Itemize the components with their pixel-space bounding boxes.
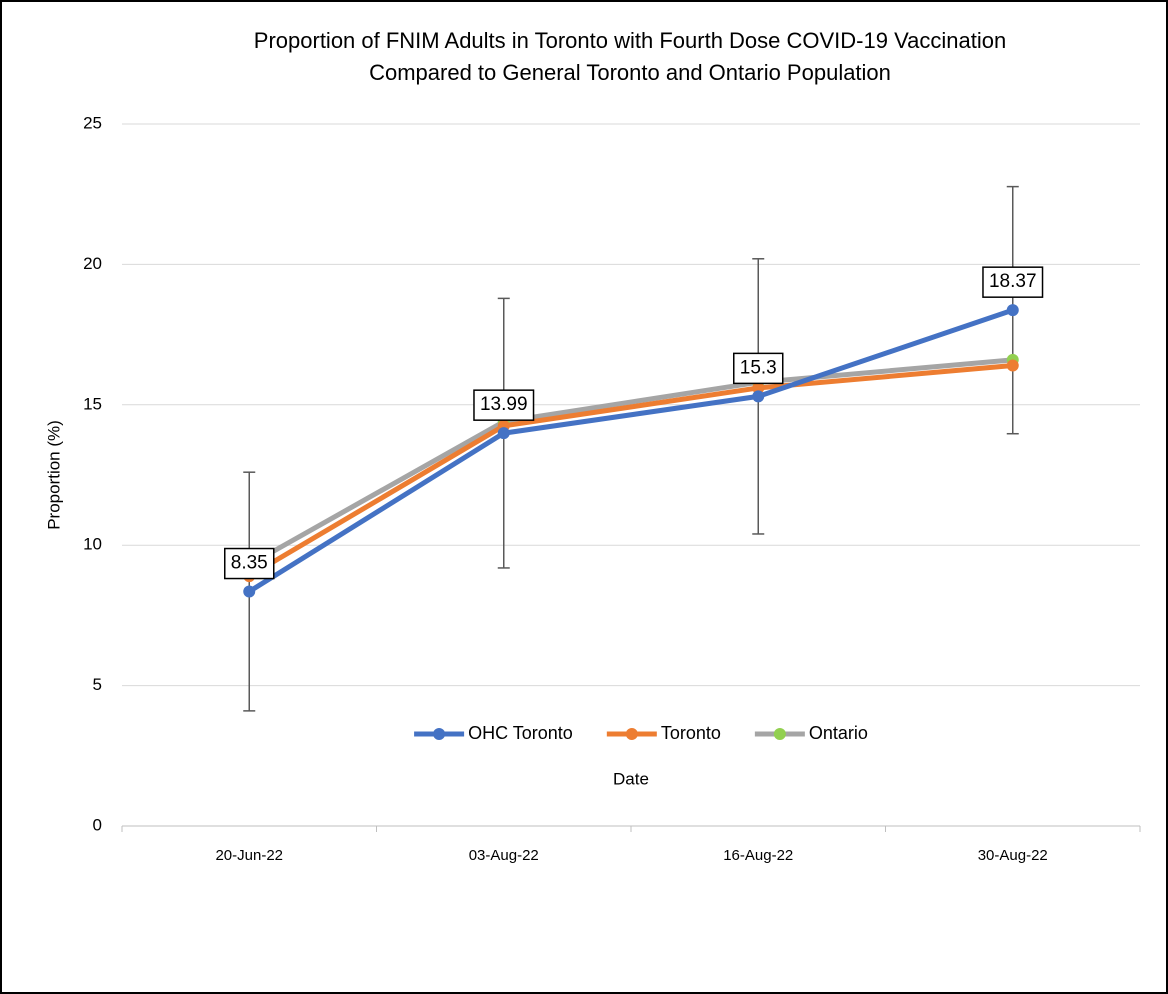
- data-label: 15.3: [740, 357, 777, 378]
- y-axis-label: Proportion (%): [44, 420, 63, 530]
- legend-marker: [625, 728, 638, 740]
- data-label-box: [982, 266, 1044, 298]
- legend-label: Ontario: [809, 723, 868, 743]
- x-tick-label: 30-Aug-22: [978, 847, 1048, 864]
- y-tick-label: 20: [83, 254, 102, 273]
- chart-title: Compared to General Toronto and Ontario …: [369, 60, 891, 85]
- data-label-box: [224, 547, 275, 580]
- y-tick-label: 10: [83, 535, 102, 554]
- legend-label: Toronto: [661, 723, 721, 743]
- x-axis-label: Date: [613, 769, 649, 788]
- chart-title: Proportion of FNIM Adults in Toronto wit…: [254, 28, 1006, 53]
- x-tick-label: 20-Jun-22: [215, 847, 283, 864]
- x-tick-label: 16-Aug-22: [723, 847, 793, 864]
- series-line: [247, 362, 1013, 579]
- marker: [752, 381, 765, 394]
- data-label-box: [473, 389, 535, 421]
- series-line: [248, 357, 1013, 568]
- legend-marker: [433, 728, 446, 740]
- y-tick-label: 0: [93, 815, 102, 834]
- series-line: [247, 307, 1014, 594]
- x-tick-label: 03-Aug-22: [469, 847, 539, 864]
- y-tick-label: 15: [83, 394, 102, 413]
- y-tick-label: 5: [93, 675, 102, 694]
- y-tick-label: 25: [83, 113, 102, 132]
- data-label: 13.99: [480, 394, 528, 415]
- marker: [752, 390, 765, 403]
- marker: [497, 427, 510, 440]
- data-label-box: [733, 352, 784, 385]
- marker: [1006, 359, 1019, 372]
- legend-label: OHC Toronto: [468, 723, 573, 743]
- marker: [1006, 304, 1019, 317]
- data-label: 8.35: [231, 553, 268, 574]
- legend-marker: [773, 728, 786, 740]
- marker: [243, 585, 256, 598]
- data-label: 18.37: [989, 271, 1037, 292]
